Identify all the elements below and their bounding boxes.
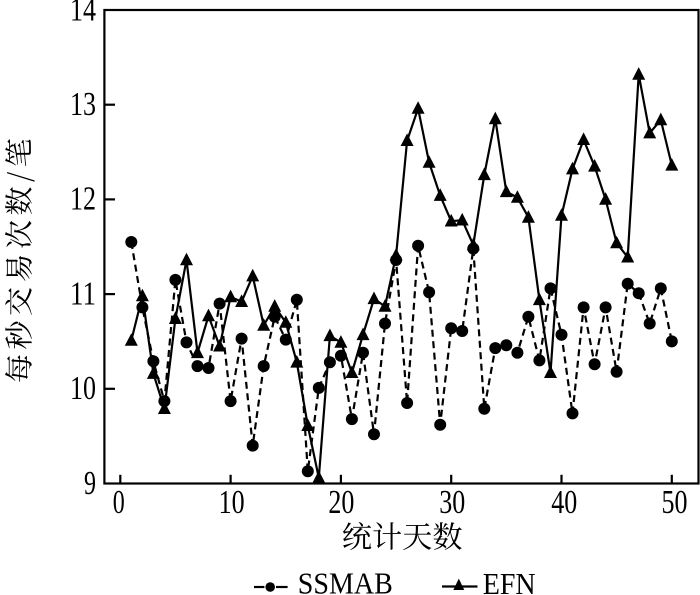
svg-text:EFN: EFN	[483, 567, 536, 595]
svg-text:9: 9	[84, 465, 96, 502]
svg-text:0: 0	[113, 484, 125, 521]
svg-text:13: 13	[70, 86, 96, 123]
svg-text:50: 50	[662, 484, 688, 521]
svg-text:14: 14	[70, 0, 96, 28]
svg-text:30: 30	[439, 484, 465, 521]
svg-text:20: 20	[328, 484, 354, 521]
svg-text:SSMAB: SSMAB	[298, 566, 393, 595]
svg-text:10: 10	[219, 484, 245, 521]
svg-text:11: 11	[70, 275, 96, 312]
svg-text:40: 40	[551, 484, 577, 521]
svg-text:10: 10	[70, 370, 96, 407]
svg-text:12: 12	[70, 181, 96, 218]
